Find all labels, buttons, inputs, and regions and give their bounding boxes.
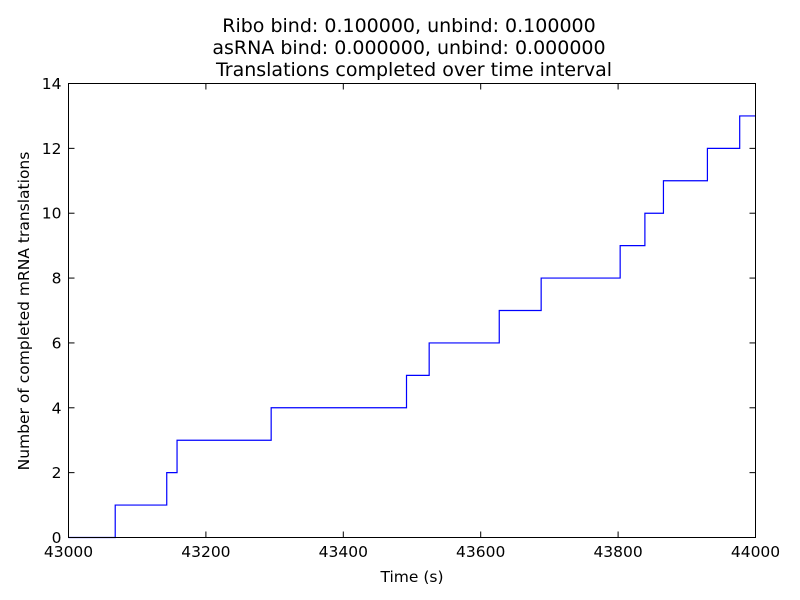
series-line bbox=[68, 115, 756, 539]
plot-frame bbox=[68, 83, 756, 538]
ticks-group: 43000 43200 43400 43600 43800 44000 0 2 4 6 8 10 12 1… bbox=[42, 75, 780, 561]
chart-title: Ribo bind: 0.100000, unbind: 0.100000 as… bbox=[212, 15, 612, 81]
y-tick-label: 10 bbox=[42, 205, 62, 223]
x-axis-label: Time (s) bbox=[379, 568, 443, 586]
y-tick-label: 8 bbox=[52, 270, 62, 288]
y-tick-label: 4 bbox=[52, 399, 62, 417]
y-tick-label: 0 bbox=[52, 529, 62, 547]
y-tick-label: 6 bbox=[52, 334, 62, 352]
series-group bbox=[68, 115, 756, 539]
title-line-3: Translations completed over time interva… bbox=[215, 59, 612, 81]
x-tick-label: 43200 bbox=[181, 543, 230, 561]
x-tick-label: 43800 bbox=[593, 543, 642, 561]
title-line-2: asRNA bind: 0.000000, unbind: 0.000000 bbox=[212, 37, 605, 59]
x-tick-label: 43400 bbox=[319, 543, 368, 561]
x-tick-label: 43000 bbox=[44, 543, 93, 561]
x-tick-label: 44000 bbox=[731, 543, 780, 561]
title-line-1: Ribo bind: 0.100000, unbind: 0.100000 bbox=[222, 15, 595, 37]
y-tick-label: 14 bbox=[42, 75, 62, 93]
y-axis-label: Number of completed mRNA translations bbox=[15, 152, 33, 471]
y-tick-label: 12 bbox=[42, 140, 62, 158]
x-tick-label: 43600 bbox=[456, 543, 505, 561]
y-tick-label: 2 bbox=[52, 464, 62, 482]
